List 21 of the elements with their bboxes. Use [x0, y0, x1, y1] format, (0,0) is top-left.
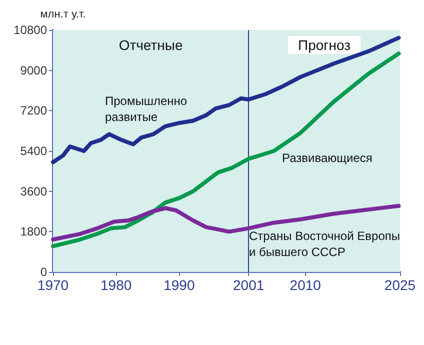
y-tick-label: 5400	[20, 144, 48, 158]
y-tick-label: 9000	[20, 63, 48, 78]
x-tick-label: 1970	[37, 277, 69, 293]
y-tick-label: 0	[40, 265, 48, 279]
x-tick-label: 2010	[290, 277, 322, 293]
y-axis-title: млн.т у.т.	[40, 8, 86, 20]
line-series	[51, 204, 401, 242]
series-label: Страны Восточной Европы и бывшего СССР	[249, 229, 400, 259]
y-tick-label: 7200	[20, 104, 48, 118]
x-tick-label: 2025	[384, 277, 416, 293]
x-tick-label: 1990	[164, 277, 195, 293]
x-tick-label: 1980	[100, 277, 132, 293]
series-label: Промышленно развитые	[105, 94, 188, 124]
band-label: Отчетные	[118, 37, 183, 53]
band-label: Прогноз	[298, 37, 351, 53]
y-tick-label: 3600	[20, 184, 48, 198]
line-series	[51, 52, 401, 248]
y-tick-label: 1800	[20, 224, 48, 239]
x-tick-label: 2001	[233, 277, 264, 293]
series-label: Развивающиеся	[282, 151, 372, 165]
y-tick-label: 10800	[14, 23, 48, 37]
